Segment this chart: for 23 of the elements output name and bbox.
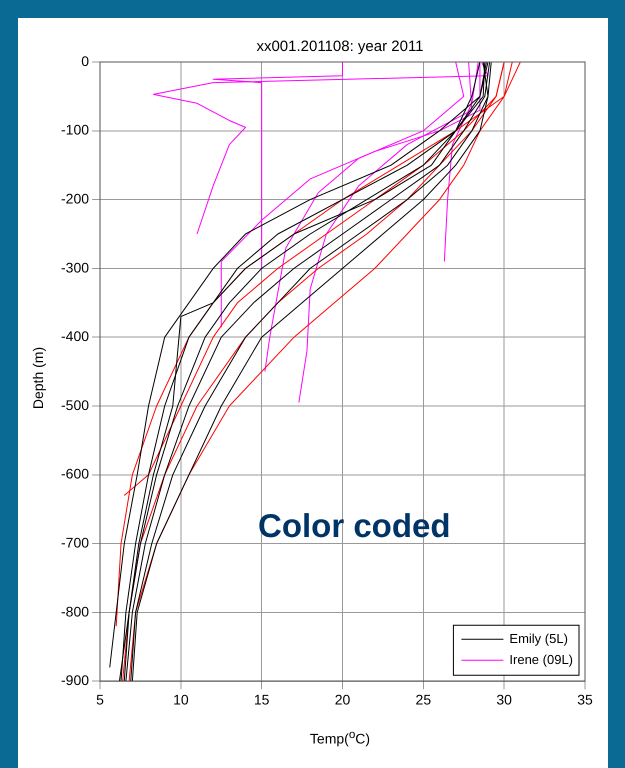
x-tick-label: 30: [496, 691, 512, 708]
y-tick-label: -600: [60, 466, 90, 482]
y-tick-label: 0: [81, 52, 90, 69]
y-tick-label: -500: [60, 396, 90, 413]
y-axis-title: Depth (m): [30, 346, 46, 412]
x-tick-label: 35: [577, 691, 593, 708]
x-tick-label: 20: [334, 691, 351, 708]
legend-label: Irene (09L): [509, 652, 574, 667]
x-tick-label: 15: [254, 691, 270, 708]
x-tick-label: 10: [173, 691, 189, 708]
chart-title: xx001.201108: year 2011: [255, 38, 425, 55]
annotation: Color coded: [258, 507, 451, 545]
y-tick-label: -300: [60, 259, 90, 276]
y-tick-label: -100: [60, 122, 90, 138]
y-tick-label: -900: [60, 672, 90, 688]
x-axis-title: Temp($^{o}$C): [308, 728, 372, 747]
x-tick-label: 25: [416, 691, 432, 708]
y-tick-label: -200: [60, 190, 90, 206]
x-tick-label: 5: [96, 691, 104, 708]
legend-label: Emily (5L): [509, 630, 568, 646]
y-tick-label: -400: [60, 328, 90, 344]
y-tick-label: -800: [60, 603, 90, 620]
y-tick-label: -700: [60, 534, 90, 550]
